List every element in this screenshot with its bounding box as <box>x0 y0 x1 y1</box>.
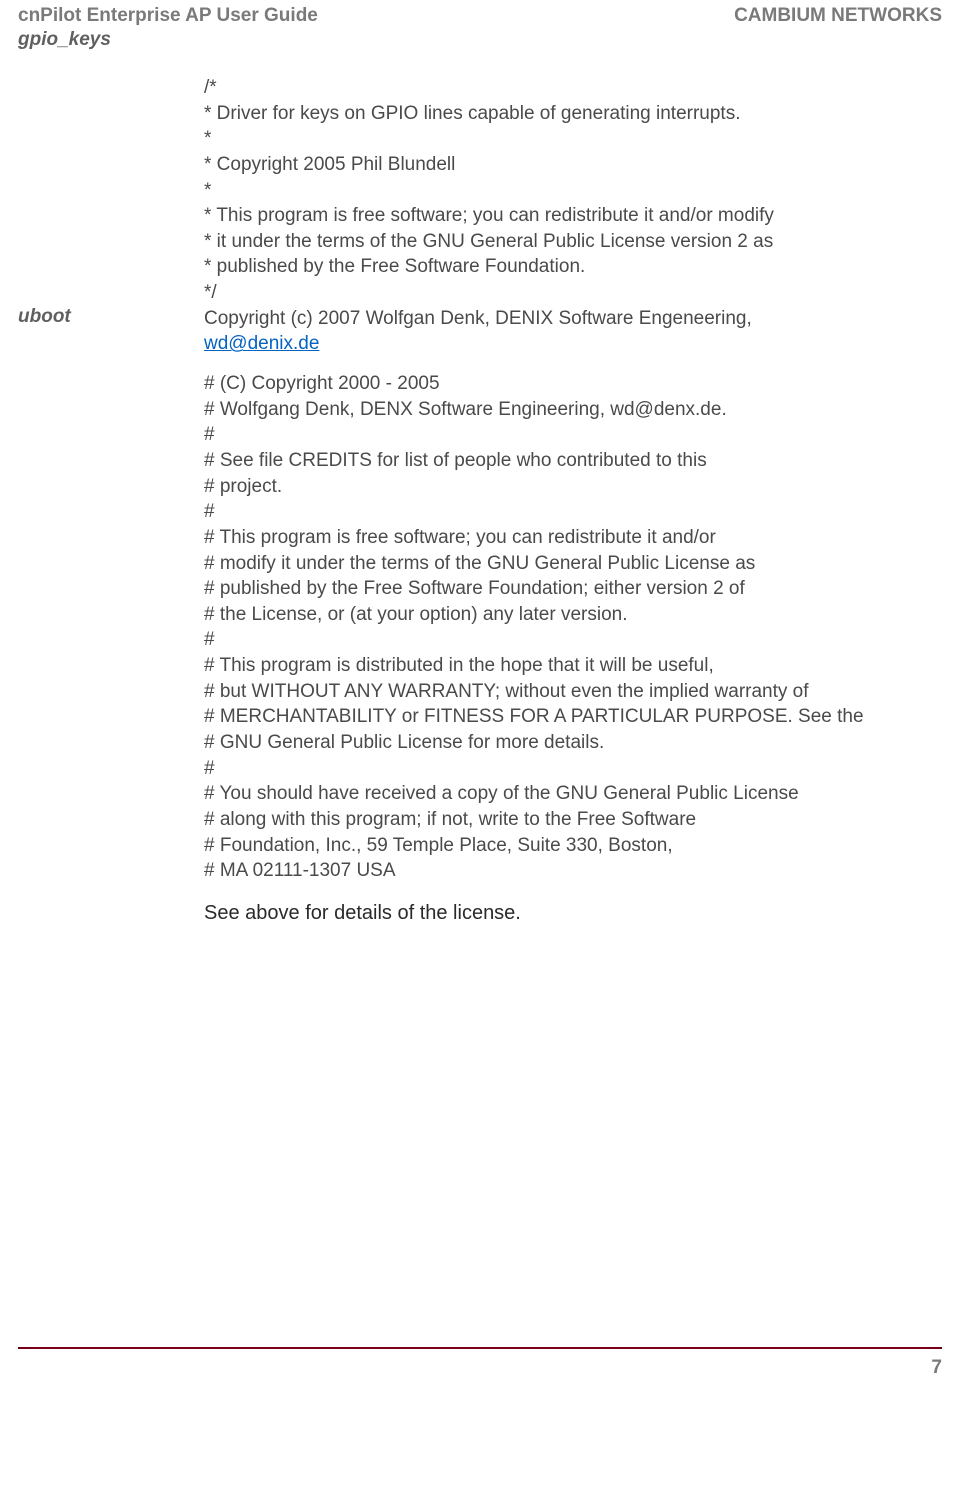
code-line: # Foundation, Inc., 59 Temple Place, Sui… <box>204 835 673 856</box>
license-table: gpio_keys /* * Driver for keys on GPIO l… <box>18 29 942 967</box>
page-number: 7 <box>18 1349 942 1389</box>
code-line: # This program is free software; you can… <box>204 527 716 548</box>
row-content-gpio-keys: /* * Driver for keys on GPIO lines capab… <box>204 29 942 306</box>
see-above-text: See above for details of the license. <box>204 900 942 927</box>
code-line: # Wolfgang Denk, DENX Software Engineeri… <box>204 399 727 420</box>
code-line: # GNU General Public License for more de… <box>204 732 604 753</box>
code-line: # modify it under the terms of the GNU G… <box>204 553 755 574</box>
code-line: # project. <box>204 476 282 497</box>
code-line: # <box>204 424 215 445</box>
code-line: * it under the terms of the GNU General … <box>204 231 773 252</box>
code-line: # (C) Copyright 2000 - 2005 <box>204 373 440 394</box>
code-line: * <box>204 180 211 201</box>
code-line: # MERCHANTABILITY or FITNESS FOR A PARTI… <box>204 706 864 727</box>
table-row: gpio_keys /* * Driver for keys on GPIO l… <box>18 29 942 306</box>
code-line: # This program is distributed in the hop… <box>204 655 714 676</box>
header-right: CAMBIUM NETWORKS <box>734 5 942 27</box>
code-line: * published by the Free Software Foundat… <box>204 256 585 277</box>
code-line: /* <box>204 77 217 98</box>
header-left: cnPilot Enterprise AP User Guide <box>18 5 318 27</box>
code-line: # the License, or (at your option) any l… <box>204 604 628 625</box>
row-label-uboot: uboot <box>18 306 204 967</box>
page-header: cnPilot Enterprise AP User Guide CAMBIUM… <box>18 0 942 29</box>
uboot-intro: Copyright (c) 2007 Wolfgan Denk, DENIX S… <box>204 308 752 329</box>
code-line: # <box>204 501 215 522</box>
email-link[interactable]: wd@denix.de <box>204 333 319 354</box>
code-line: # along with this program; if not, write… <box>204 809 696 830</box>
code-line: # See file CREDITS for list of people wh… <box>204 450 707 471</box>
table-row: uboot Copyright (c) 2007 Wolfgan Denk, D… <box>18 306 942 967</box>
code-line: # <box>204 629 215 650</box>
code-line: * This program is free software; you can… <box>204 205 774 226</box>
code-line: * <box>204 128 211 149</box>
row-content-uboot: Copyright (c) 2007 Wolfgan Denk, DENIX S… <box>204 306 942 967</box>
code-line: * Copyright 2005 Phil Blundell <box>204 154 455 175</box>
code-line: # MA 02111-1307 USA <box>204 860 396 881</box>
code-line: # <box>204 758 215 779</box>
code-line: * Driver for keys on GPIO lines capable … <box>204 103 740 124</box>
code-line: # published by the Free Software Foundat… <box>204 578 745 599</box>
code-line: */ <box>204 282 217 303</box>
code-line: # You should have received a copy of the… <box>204 783 799 804</box>
row-label-gpio-keys: gpio_keys <box>18 29 204 306</box>
code-line: # but WITHOUT ANY WARRANTY; without even… <box>204 681 809 702</box>
